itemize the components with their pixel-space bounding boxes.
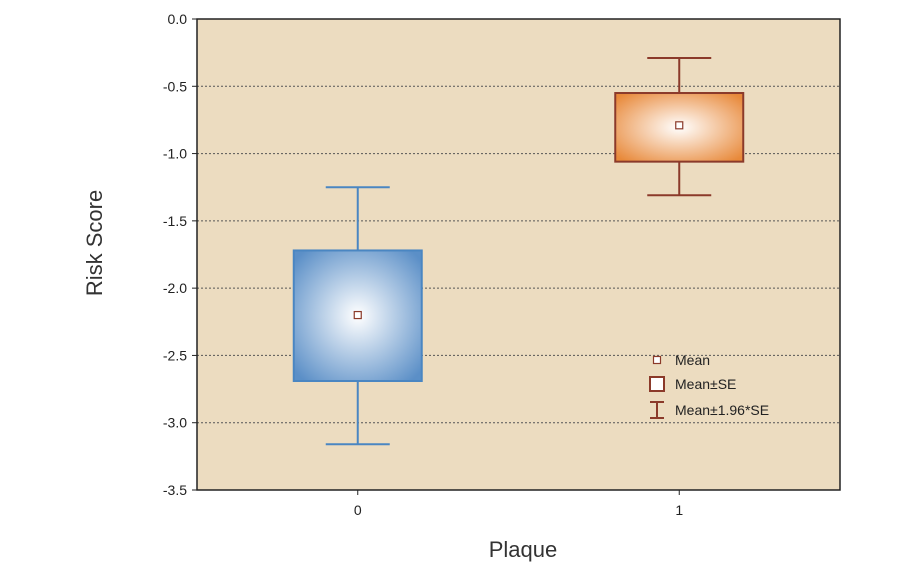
legend-label: Mean [675,352,710,368]
legend-item-box: Mean±SE [649,376,736,392]
mean-marker [675,121,684,130]
legend-item-mean-marker: Mean [652,352,710,368]
plot-frame [196,18,841,491]
box-series [292,57,745,446]
y-tick-label: -1.0 [163,146,187,162]
y-tick-label: -3.0 [163,415,187,431]
mean-marker [353,310,362,320]
x-axis-title: Plaque [489,537,558,562]
y-axis-title: Risk Score [82,190,107,296]
y-tick-label: -0.5 [163,78,187,94]
grid-lines [197,85,840,424]
legend-mean-symbol [652,355,662,365]
legend: Mean Mean±SE Mean±1.96*SE [649,352,769,419]
legend-label: Mean±1.96*SE [675,402,769,418]
y-tick-label: -1.5 [163,213,187,229]
x-tick-label: 0 [354,502,362,518]
box-group-0 [292,186,423,446]
y-tick-label: -2.5 [163,347,187,363]
legend-label: Mean±SE [675,376,736,392]
legend-box-symbol [649,376,665,392]
y-tick-label: 0.0 [168,11,188,27]
legend-item-whisker: Mean±1.96*SE [650,401,769,419]
y-tick-label: -3.5 [163,482,187,498]
box-group-1 [614,57,745,197]
y-tick-label: -2.0 [163,280,187,296]
y-axis-ticks: 0.0 -0.5 -1.0 -1.5 -2.0 -2.5 -3.0 -3.5 [163,11,197,498]
x-tick-label: 1 [675,502,683,518]
